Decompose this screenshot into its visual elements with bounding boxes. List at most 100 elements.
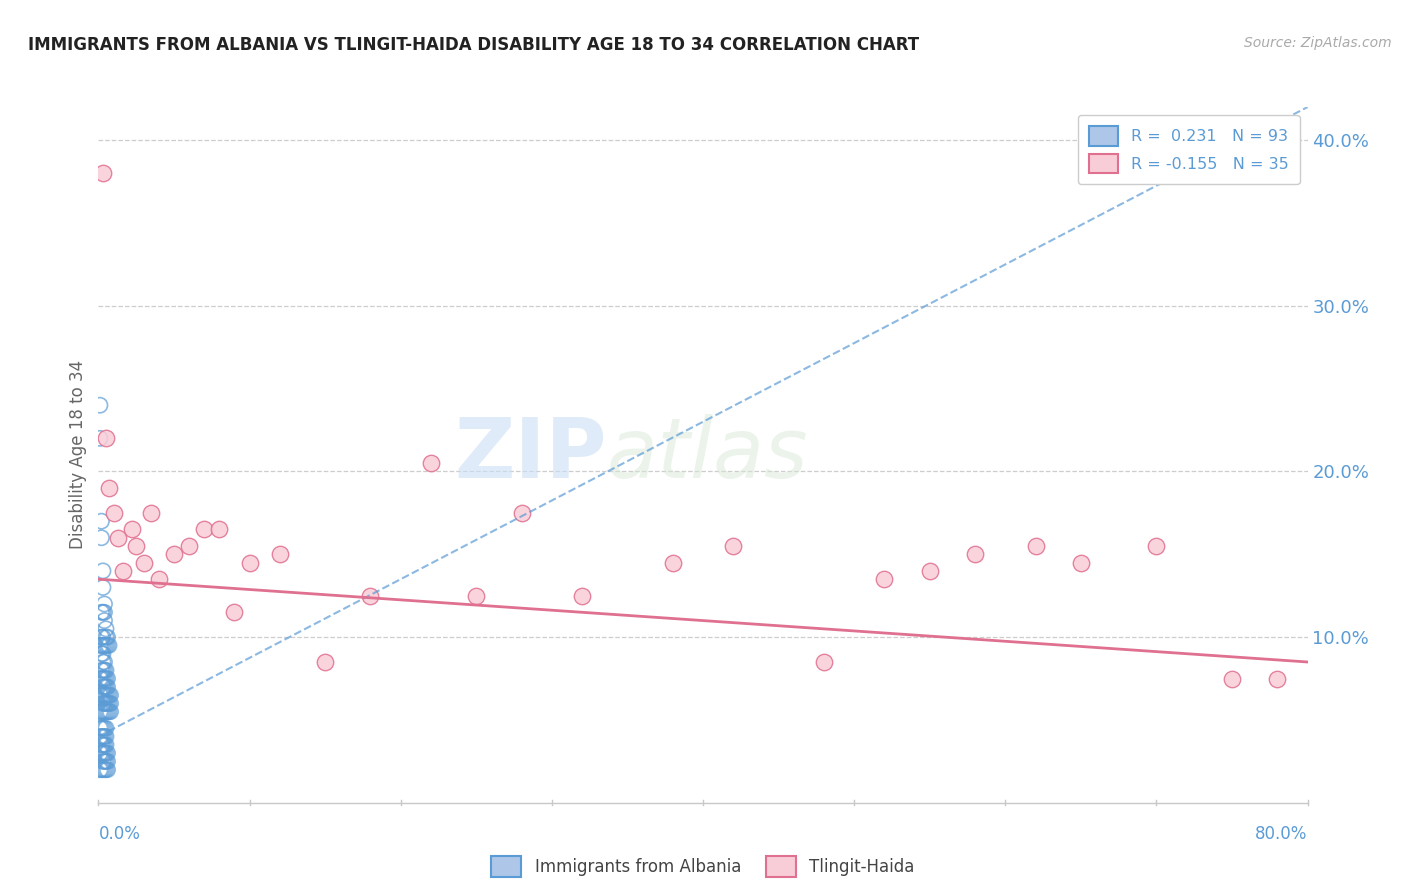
Point — [314, 655, 336, 669]
Point — [141, 506, 163, 520]
Point — [93, 672, 115, 686]
Point — [93, 705, 115, 719]
Point — [94, 688, 117, 702]
Point — [94, 763, 117, 777]
Point — [93, 738, 115, 752]
Point — [98, 639, 121, 653]
Point — [163, 547, 186, 561]
Point — [90, 630, 112, 644]
Point — [94, 705, 117, 719]
Point — [93, 639, 115, 653]
Text: IMMIGRANTS FROM ALBANIA VS TLINGIT-HAIDA DISABILITY AGE 18 TO 34 CORRELATION CHA: IMMIGRANTS FROM ALBANIA VS TLINGIT-HAIDA… — [28, 36, 920, 54]
Point — [91, 755, 114, 769]
Point — [177, 539, 201, 553]
Point — [111, 564, 134, 578]
Point — [90, 730, 112, 744]
Point — [93, 680, 115, 694]
Point — [1024, 539, 1046, 553]
Text: atlas: atlas — [606, 415, 808, 495]
Point — [98, 697, 121, 711]
Point — [103, 506, 125, 520]
Point — [721, 539, 744, 553]
Point — [98, 688, 121, 702]
Point — [93, 763, 115, 777]
Point — [91, 166, 114, 180]
Point — [89, 763, 111, 777]
Point — [89, 431, 111, 445]
Point — [90, 647, 112, 661]
Point — [90, 639, 112, 653]
Point — [100, 697, 122, 711]
Point — [100, 688, 122, 702]
Point — [100, 705, 122, 719]
Point — [91, 663, 114, 677]
Point — [93, 597, 115, 611]
Point — [98, 705, 121, 719]
Point — [93, 746, 115, 760]
Point — [91, 697, 114, 711]
Point — [93, 605, 115, 619]
Point — [93, 721, 115, 735]
Point — [91, 630, 114, 644]
Point — [91, 680, 114, 694]
Point — [93, 697, 115, 711]
Point — [239, 556, 262, 570]
Point — [90, 663, 112, 677]
Point — [94, 721, 117, 735]
Point — [224, 605, 246, 619]
Point — [96, 639, 118, 653]
Point — [1070, 556, 1092, 570]
Point — [90, 763, 112, 777]
Point — [94, 746, 117, 760]
Point — [91, 605, 114, 619]
Point — [89, 746, 111, 760]
Point — [1220, 672, 1243, 686]
Point — [90, 688, 112, 702]
Point — [873, 572, 896, 586]
Point — [91, 655, 114, 669]
Point — [193, 523, 215, 537]
Point — [208, 523, 231, 537]
Point — [89, 398, 111, 412]
Point — [125, 539, 148, 553]
Point — [965, 547, 987, 561]
Point — [91, 746, 114, 760]
Point — [90, 746, 112, 760]
Point — [91, 730, 114, 744]
Point — [107, 531, 129, 545]
Point — [465, 589, 488, 603]
Point — [90, 672, 112, 686]
Point — [93, 655, 115, 669]
Point — [91, 564, 114, 578]
Point — [96, 705, 118, 719]
Point — [132, 556, 155, 570]
Text: 0.0%: 0.0% — [98, 825, 141, 843]
Point — [94, 663, 117, 677]
Point — [90, 531, 112, 545]
Legend: Immigrants from Albania, Tlingit-Haida: Immigrants from Albania, Tlingit-Haida — [482, 848, 924, 885]
Point — [89, 639, 111, 653]
Point — [813, 655, 835, 669]
Point — [1144, 539, 1167, 553]
Point — [94, 755, 117, 769]
Point — [89, 721, 111, 735]
Point — [89, 730, 111, 744]
Point — [91, 639, 114, 653]
Point — [1265, 672, 1288, 686]
Y-axis label: Disability Age 18 to 34: Disability Age 18 to 34 — [69, 360, 87, 549]
Point — [269, 547, 291, 561]
Point — [91, 672, 114, 686]
Point — [96, 755, 118, 769]
Point — [90, 514, 112, 528]
Point — [89, 672, 111, 686]
Point — [89, 688, 111, 702]
Text: ZIP: ZIP — [454, 415, 606, 495]
Point — [96, 697, 118, 711]
Point — [571, 589, 593, 603]
Point — [93, 614, 115, 628]
Text: Source: ZipAtlas.com: Source: ZipAtlas.com — [1244, 36, 1392, 50]
Point — [93, 688, 115, 702]
Point — [96, 746, 118, 760]
Point — [91, 721, 114, 735]
Point — [94, 697, 117, 711]
